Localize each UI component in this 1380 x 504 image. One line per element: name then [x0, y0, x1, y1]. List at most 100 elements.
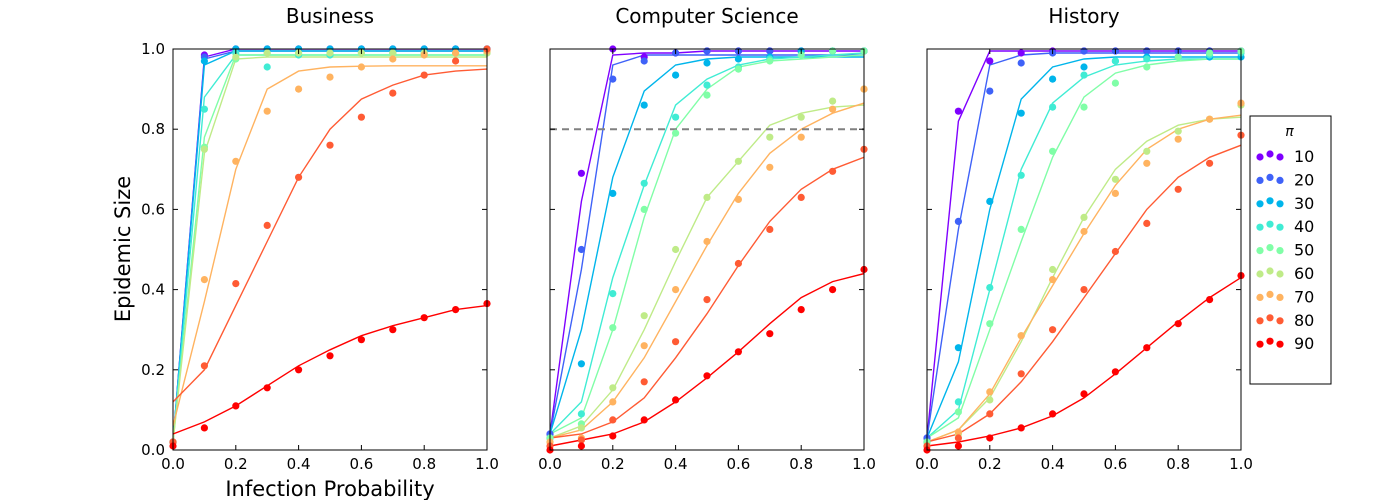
data-points [169, 45, 491, 450]
x-tick-label: 0.0 [915, 455, 939, 473]
data-point-90 [672, 396, 680, 404]
x-axis-label: Infection Probability [225, 477, 434, 500]
data-point-70 [263, 107, 271, 115]
data-point-80 [954, 434, 963, 442]
y-tick-label: 0.6 [141, 200, 165, 218]
panel-1: Business 0.0 0.2 0.4 0.6 0.8 1.0 0.0 0.2 0.4 0.6 0.… [141, 4, 499, 473]
data-point-10 [954, 107, 963, 115]
panel-title: Business [286, 4, 374, 28]
legend-entry-10: 10 [1256, 147, 1314, 166]
data-point-40 [672, 113, 680, 121]
legend-marker [1256, 200, 1264, 208]
data-point-80 [452, 57, 460, 65]
data-point-30 [734, 55, 743, 63]
data-point-70 [420, 51, 428, 59]
data-point-90 [577, 442, 586, 450]
data-point-80 [1017, 370, 1025, 378]
series-line-90 [927, 277, 1241, 447]
legend-label: 50 [1294, 241, 1314, 260]
data-point-80 [357, 113, 365, 121]
data-point-10 [1017, 49, 1025, 57]
data-point-50 [829, 47, 837, 55]
data-point-70 [1049, 276, 1057, 284]
data-point-90 [357, 336, 365, 344]
data-point-30 [1080, 63, 1088, 71]
y-axis-label: Epidemic Size [111, 176, 135, 322]
data-point-70 [1111, 189, 1119, 197]
legend-marker [1266, 337, 1274, 345]
fit-lines [173, 49, 487, 443]
data-point-50 [1143, 63, 1151, 71]
plot-frame [549, 48, 865, 451]
data-point-50 [734, 65, 743, 73]
data-point-80 [829, 167, 837, 175]
legend-marker [1276, 200, 1284, 208]
data-point-80 [295, 173, 303, 181]
legend-marker [1276, 340, 1284, 348]
legend-entry-30: 30 [1256, 194, 1314, 213]
data-point-70 [954, 428, 963, 436]
data-point-80 [986, 410, 994, 418]
data-point-90 [1049, 410, 1057, 418]
legend-marker [1266, 314, 1274, 322]
panel-3: History 0.0 0.2 0.4 0.6 0.8 1.0 [915, 4, 1253, 473]
legend-marker [1276, 247, 1284, 255]
data-point-30 [640, 101, 648, 109]
data-point-30 [200, 57, 208, 65]
x-tick-label: 1.0 [475, 455, 499, 473]
data-point-60 [797, 113, 805, 121]
x-tick-label: 0.4 [1041, 455, 1065, 473]
data-point-80 [1049, 326, 1057, 334]
series-line-50 [550, 54, 864, 435]
y-tick-label: 0.8 [141, 120, 165, 138]
data-point-30 [986, 197, 994, 205]
data-point-80 [232, 280, 240, 288]
data-point-20 [640, 57, 648, 65]
series-line-30 [173, 50, 487, 443]
data-point-40 [200, 105, 208, 113]
y-tick-label: 0.2 [141, 361, 165, 379]
data-point-70 [829, 105, 837, 113]
legend-entry-80: 80 [1256, 311, 1314, 330]
data-point-20 [986, 87, 994, 95]
legend-label: 30 [1294, 194, 1314, 213]
data-point-40 [609, 290, 617, 298]
series-line-50 [173, 54, 487, 443]
data-point-90 [797, 306, 805, 314]
series-line-10 [173, 49, 487, 443]
data-point-70 [452, 49, 460, 57]
data-point-50 [766, 57, 774, 65]
series-line-60 [173, 56, 487, 443]
data-point-60 [986, 396, 994, 404]
data-point-80 [263, 221, 271, 229]
data-point-60 [1111, 175, 1119, 183]
data-point-70 [797, 133, 805, 141]
x-tick-label: 0.6 [1103, 455, 1127, 473]
legend-marker [1256, 223, 1264, 231]
legend-label: 20 [1294, 170, 1314, 189]
data-point-90 [766, 330, 774, 338]
data-point-80 [1143, 219, 1151, 227]
data-point-10 [986, 57, 994, 65]
legend-marker [1256, 176, 1264, 184]
data-point-70 [766, 163, 774, 171]
data-point-40 [1080, 71, 1088, 79]
data-point-30 [609, 189, 617, 197]
x-tick-label: 0.8 [412, 455, 436, 473]
data-point-90 [734, 348, 743, 356]
data-point-40 [986, 284, 994, 292]
data-point-90 [1206, 296, 1214, 304]
data-points [546, 45, 868, 454]
data-point-80 [389, 89, 397, 97]
series-line-20 [927, 52, 1241, 439]
legend: π10 20 30 40 50 60 70 80 90 [1249, 115, 1332, 385]
data-point-60 [1143, 147, 1151, 155]
series-line-40 [550, 52, 864, 435]
plot-frame [926, 48, 1242, 451]
data-point-90 [326, 352, 334, 360]
data-point-90 [1111, 368, 1119, 376]
series-line-50 [927, 58, 1241, 439]
data-point-90 [1017, 424, 1025, 432]
data-point-70 [357, 63, 365, 71]
data-point-70 [1206, 115, 1214, 123]
